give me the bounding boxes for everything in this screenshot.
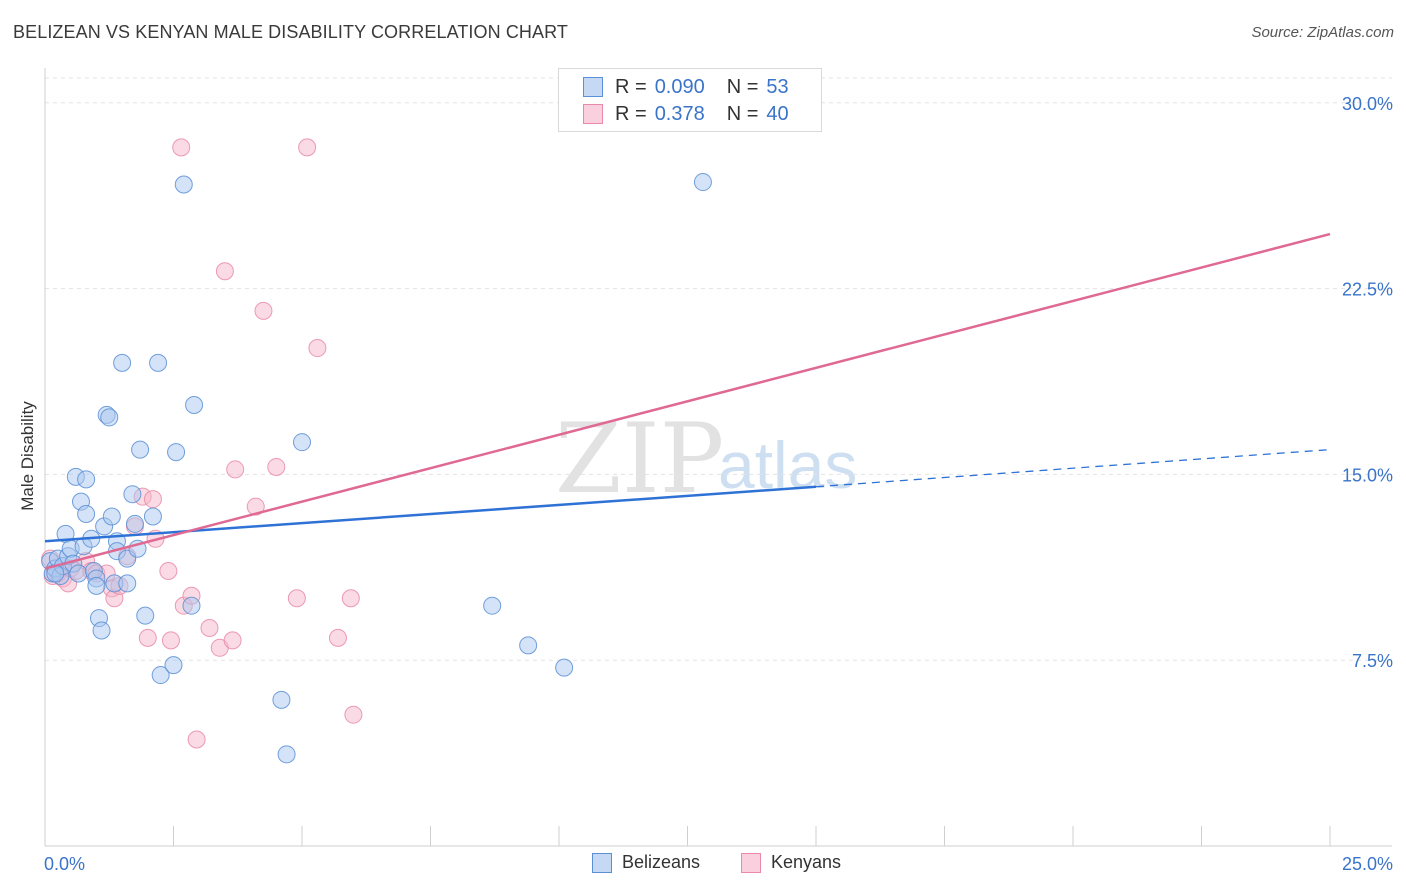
belizeans-point [92,621,111,640]
belizeans-point [272,690,291,709]
belizeans-trend-extension [815,448,1331,488]
belizeans-point [483,596,502,615]
belizeans-point [149,353,168,372]
legend-label-kenyans: Kenyans [771,852,842,872]
watermark: ZIP atlas [555,403,857,515]
n-value: 53 [766,75,789,98]
belizeans-point [100,408,119,427]
kenyans-point [246,497,265,516]
kenyans-point [161,631,180,650]
source-label: Source: ZipAtlas.com [1251,24,1394,41]
belizeans-point [77,505,96,524]
n-label: N = [726,75,759,98]
belizeans-point [136,606,155,625]
kenyans-legend-swatch [741,852,761,873]
belizeans-point [293,433,311,452]
kenyans-point [159,562,178,581]
belizeans-point [174,175,193,194]
kenyans-trend-line [44,232,1331,570]
x-tick-label: 0.0% [44,854,85,874]
belizeans-point [123,485,142,504]
belizeans-point [277,745,296,764]
kenyans-points [41,138,363,749]
belizeans-point [519,636,538,655]
n-label: N = [726,102,759,125]
r-value: 0.090 [654,75,705,98]
axes [44,68,1392,847]
y-tick-label: 22.5% [1342,280,1393,300]
belizeans-point [131,440,150,459]
belizeans-point [69,564,88,583]
belizeans-point [125,514,144,533]
belizeans-point [182,596,201,615]
kenyans-point [143,490,162,509]
kenyans-point [287,589,306,608]
kenyans-point [344,705,363,724]
kenyans-swatch [583,104,603,124]
belizeans-swatch [583,77,603,97]
kenyans-point [267,457,286,476]
x-tick-label: 25.0% [1342,854,1393,874]
belizeans-point [693,173,712,192]
stats-row-belizeans: R = 0.090 N = 53 [583,75,789,99]
belizeans-point [185,396,204,415]
kenyans-point [138,628,157,647]
kenyans-point [341,589,360,608]
series-legend: Belizeans Kenyans [0,852,1406,878]
stats-row-kenyans: R = 0.378 N = 40 [583,102,789,126]
belizeans-point [113,353,132,372]
kenyans-point [200,618,219,637]
y-tick-label: 30.0% [1342,94,1393,114]
kenyans-point [328,628,347,647]
belizeans-point [87,576,106,595]
y-tick-label: 7.5% [1352,651,1393,671]
kenyans-point [223,631,242,650]
kenyans-point [187,730,206,749]
watermark-atlas: atlas [718,428,857,502]
belizeans-point [102,507,121,526]
chart-title: BELIZEAN VS KENYAN MALE DISABILITY CORRE… [13,22,569,42]
belizeans-point [151,666,170,685]
belizeans-point [167,443,186,462]
n-value: 40 [766,102,789,125]
trend-lines [44,232,1331,570]
y-tick-label: 15.0% [1342,465,1393,485]
belizeans-trend-line [44,485,817,543]
legend-item-belizeans[interactable]: Belizeans [592,852,700,873]
belizeans-point [118,574,137,593]
r-label: R = [615,75,647,98]
stats-legend: R = 0.090 N = 53 R = 0.378 N = 40 [558,68,822,132]
kenyans-point [308,339,327,358]
belizeans-point [77,470,96,489]
tick-labels: 7.5% 15.0% 22.5% 30.0% 0.0% 25.0% [44,94,1393,874]
kenyans-point [215,262,234,281]
r-value: 0.378 [654,102,705,125]
gridlines [45,77,1392,661]
r-label: R = [615,102,647,125]
belizeans-point [143,507,162,526]
belizeans-point [164,656,183,675]
kenyans-point [172,138,191,157]
legend-item-kenyans[interactable]: Kenyans [741,852,841,873]
belizeans-legend-swatch [592,852,612,873]
kenyans-point [298,138,317,157]
belizeans-point [555,658,574,677]
kenyans-point [226,460,245,479]
legend-label-belizeans: Belizeans [622,852,701,872]
kenyans-point [254,301,273,320]
